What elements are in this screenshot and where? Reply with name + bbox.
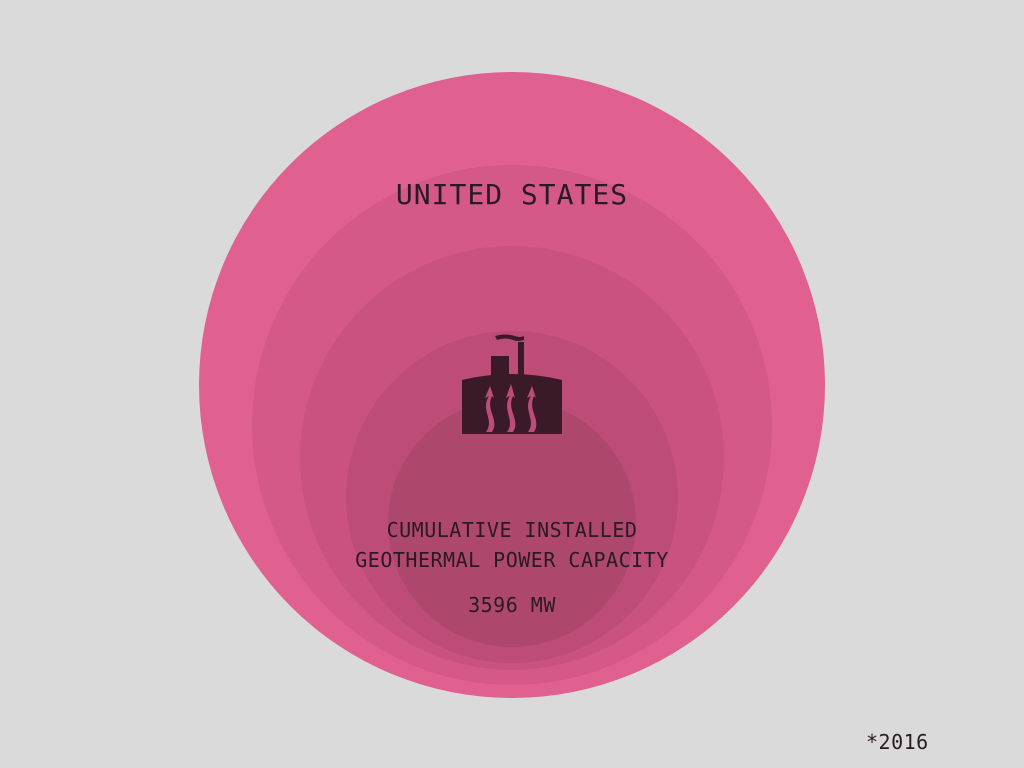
geothermal-plant-icon	[462, 334, 562, 434]
country-title: UNITED STATES	[395, 178, 629, 211]
capacity-value: 3596 MW	[468, 593, 556, 617]
circle-inner	[388, 399, 636, 647]
caption-line-1: CUMULATIVE INSTALLED	[386, 518, 638, 542]
caption-line-2: GEOTHERMAL POWER CAPACITY	[355, 548, 669, 572]
year-footnote: *2016	[866, 730, 929, 754]
